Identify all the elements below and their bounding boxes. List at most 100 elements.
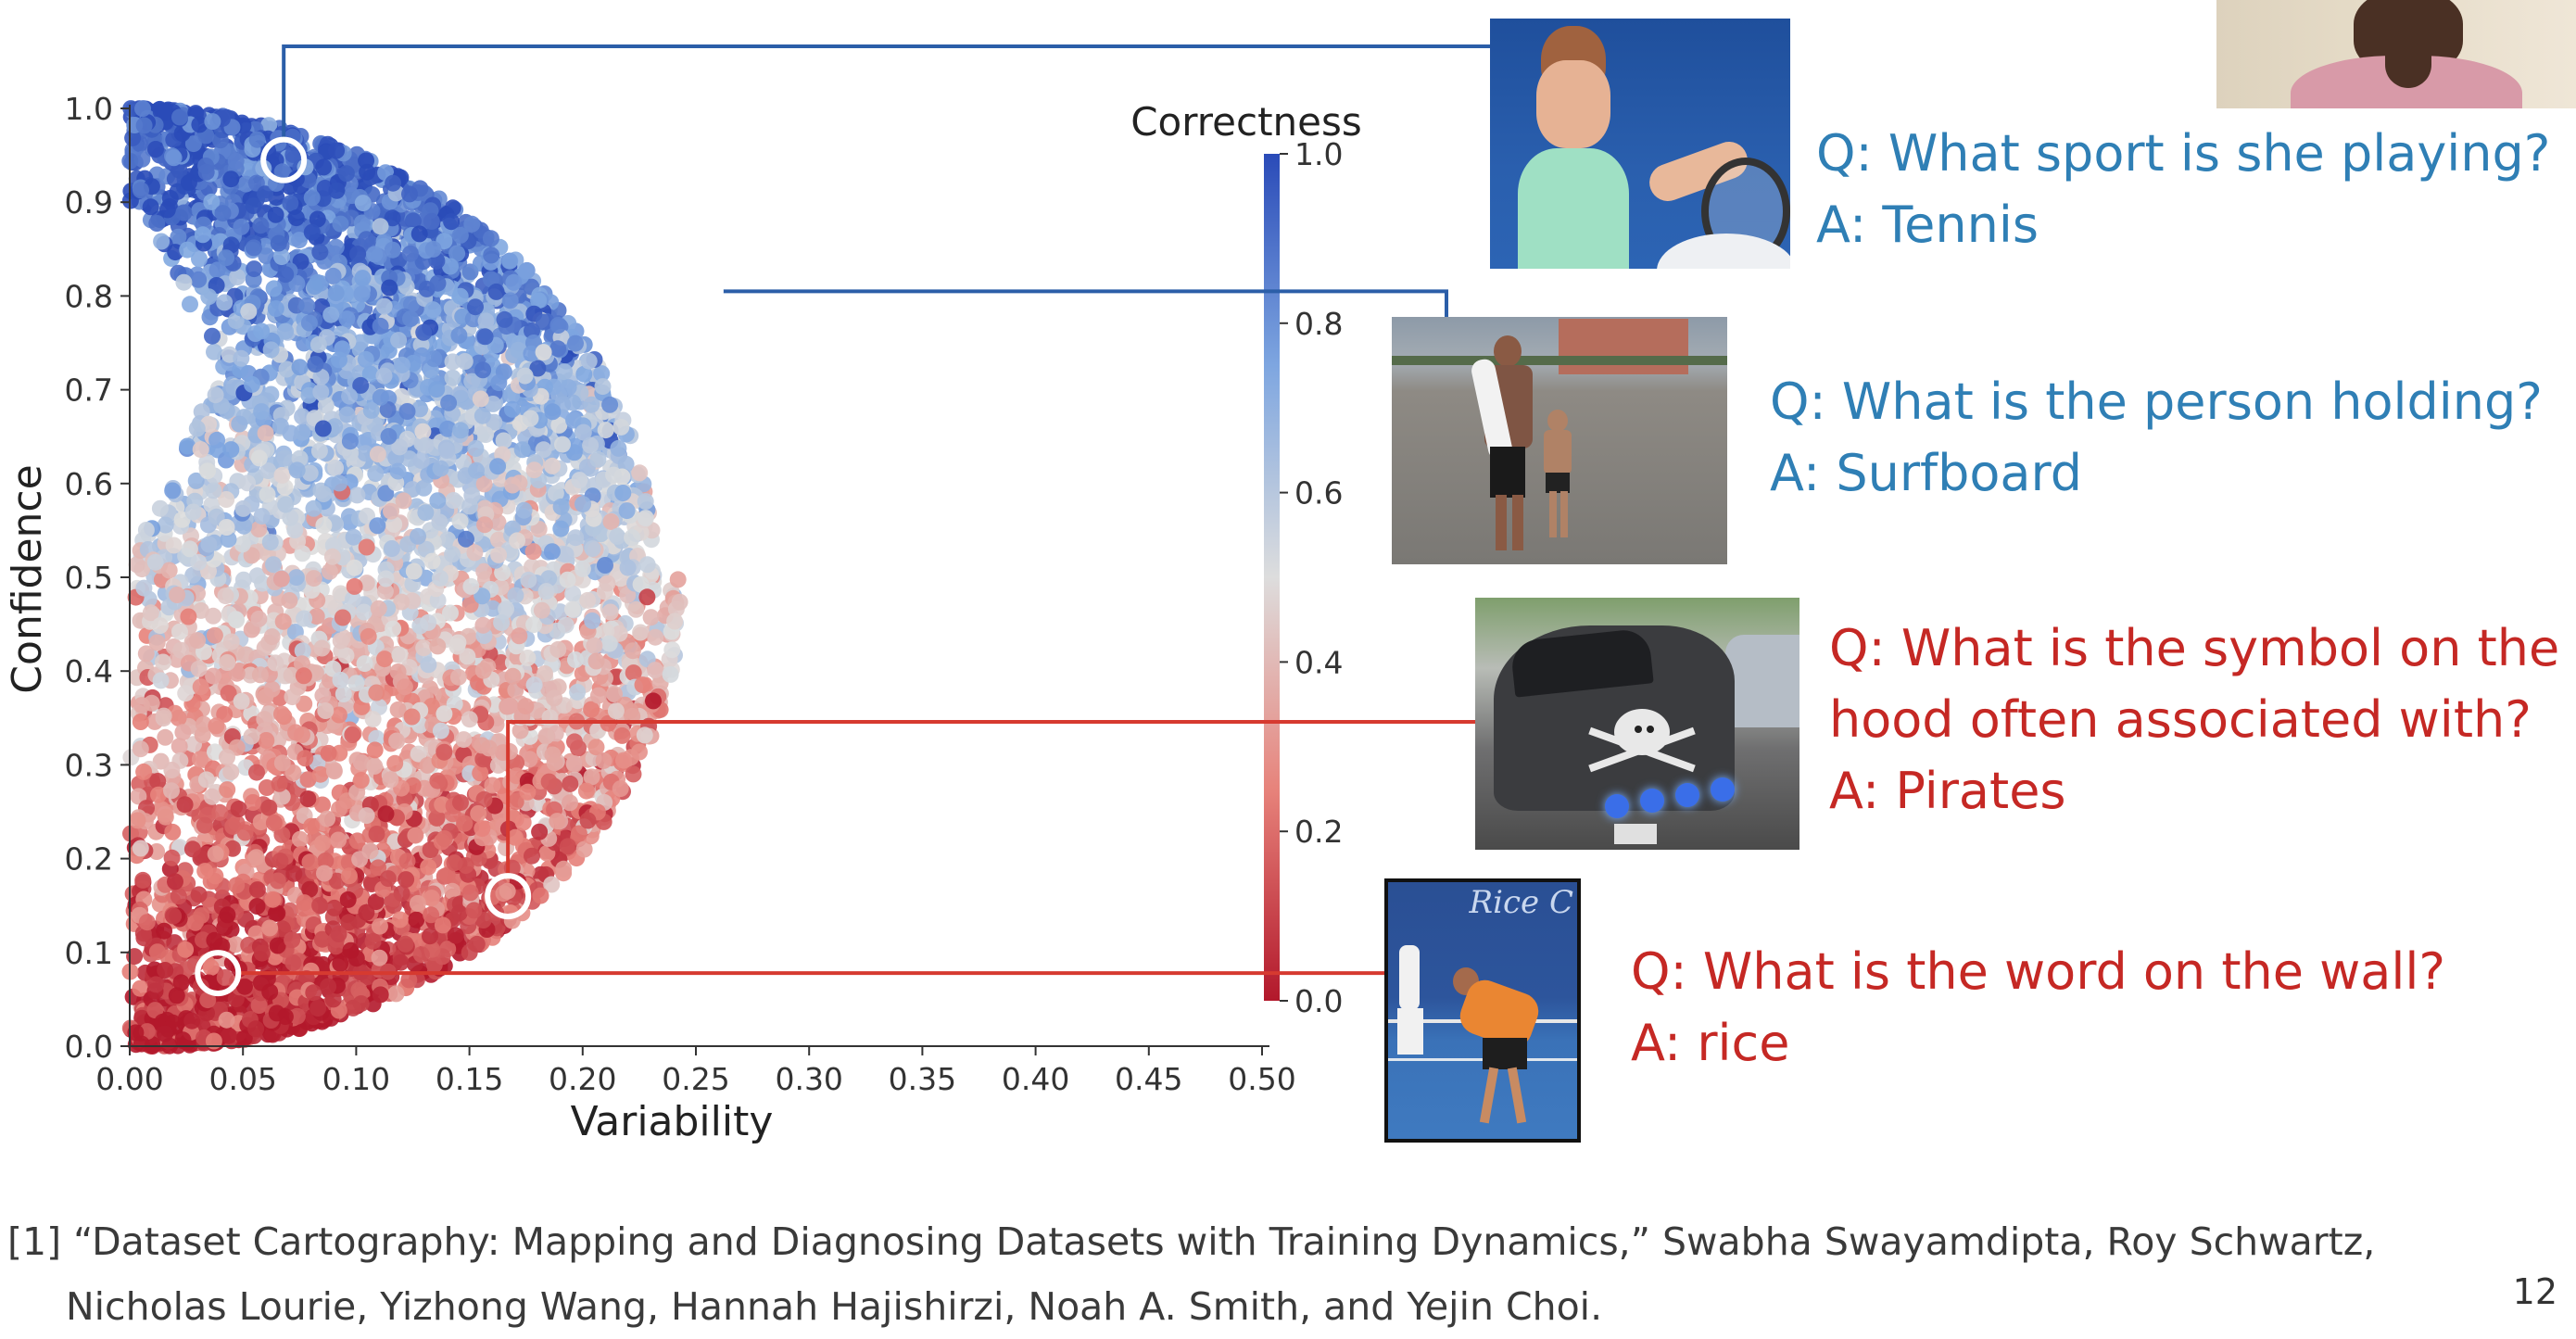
scatter-point: [666, 613, 684, 630]
scatter-point: [431, 513, 448, 531]
scatter-point: [521, 751, 538, 768]
scatter-point: [273, 826, 291, 843]
scatter-point: [389, 701, 407, 718]
scatter-point: [243, 727, 260, 745]
scatter-point: [150, 786, 167, 803]
scatter-point: [310, 442, 328, 460]
scatter-point: [567, 437, 585, 455]
scatter-point: [301, 853, 319, 871]
scatter-point: [327, 460, 345, 476]
scatter-point: [557, 616, 575, 634]
scatter-point: [484, 777, 501, 794]
scatter-point: [148, 634, 166, 651]
scatter-point: [446, 695, 463, 713]
scatter-point: [321, 562, 338, 580]
scatter-point: [187, 472, 205, 489]
scatter-point: [236, 824, 254, 841]
scatter-point: [287, 209, 305, 227]
scatter-point: [192, 678, 209, 696]
scatter-point: [456, 353, 474, 370]
scatter-point: [468, 461, 485, 479]
scatter-point: [324, 991, 342, 1008]
scatter-point: [439, 531, 457, 549]
scatter-point: [299, 790, 317, 807]
scatter-point: [370, 859, 387, 877]
scatter-point: [191, 116, 208, 133]
scatter-point: [177, 941, 195, 958]
scatter-point: [632, 575, 650, 593]
scatter-point: [312, 368, 330, 385]
scatter-point: [149, 773, 167, 790]
scatter-point: [632, 624, 650, 641]
scatter-point: [509, 532, 526, 549]
scatter-point: [482, 230, 499, 247]
scatter-point: [330, 831, 347, 849]
scatter-point: [137, 522, 155, 538]
scatter-point: [364, 932, 382, 950]
scatter-point: [179, 437, 196, 455]
scatter-point: [174, 1031, 192, 1049]
scatter-points: [121, 100, 688, 1055]
scatter-point: [134, 100, 151, 118]
scatter-point: [511, 627, 528, 645]
scatter-point: [560, 379, 577, 397]
scatter-point: [203, 193, 221, 210]
scatter-point: [504, 476, 522, 494]
scatter-point: [312, 384, 330, 400]
scatter-point: [381, 279, 398, 297]
scatter-point: [135, 929, 153, 947]
scatter-point: [610, 439, 627, 457]
scatter-point: [303, 189, 321, 207]
scatter-point: [298, 297, 316, 314]
scatter-point: [311, 244, 329, 261]
scatter-point: [382, 771, 399, 789]
scatter-point: [340, 914, 358, 931]
scatter-point: [346, 559, 363, 576]
scatter-point: [525, 676, 543, 694]
scatter-point: [510, 341, 527, 359]
scatter-point: [294, 423, 311, 441]
scatter-point: [388, 732, 406, 750]
scatter-point: [597, 557, 613, 574]
scatter-point: [287, 569, 305, 587]
scatter-point: [170, 888, 187, 905]
scatter-point: [250, 521, 268, 537]
scatter-point: [156, 922, 173, 940]
scatter-point: [468, 935, 486, 953]
scatter-point: [327, 238, 345, 256]
scatter-point: [384, 209, 401, 227]
scatter-point: [227, 152, 245, 170]
scatter-point: [520, 571, 537, 588]
scatter-point: [126, 948, 144, 966]
scatter-point: [204, 327, 221, 345]
scatter-point: [128, 556, 145, 574]
scatter-point: [614, 485, 632, 501]
scatter-point: [507, 793, 524, 811]
scatter-point: [170, 738, 188, 755]
scatter-point: [348, 832, 366, 850]
scatter-point: [157, 1025, 173, 1042]
scatter-point: [496, 310, 513, 328]
scatter-point: [271, 853, 289, 870]
scatter-point: [618, 502, 636, 520]
scatter-point: [344, 726, 361, 743]
scatter-point: [583, 396, 600, 413]
scatter-point: [157, 808, 174, 826]
scatter-point: [575, 365, 593, 383]
scatter-point: [431, 569, 448, 587]
scatter-point: [169, 587, 186, 603]
scatter-point: [350, 981, 368, 999]
scatter-point: [537, 665, 553, 682]
scatter-point: [415, 639, 433, 657]
scatter-point: [484, 600, 501, 617]
scatter-point: [227, 936, 245, 954]
scatter-point: [168, 987, 185, 1004]
scatter-point: [366, 757, 384, 775]
scatter-point: [265, 280, 283, 297]
scatter-point: [412, 452, 430, 469]
scatter-point: [352, 376, 370, 394]
scatter-point: [549, 813, 566, 830]
scatter-point: [265, 815, 283, 831]
scatter-point: [455, 731, 473, 749]
